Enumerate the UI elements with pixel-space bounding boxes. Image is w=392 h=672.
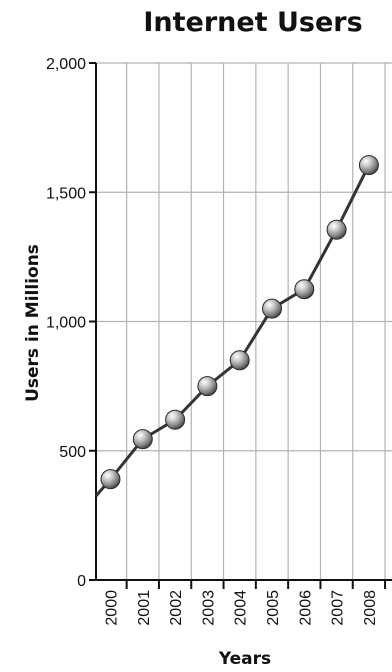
data-point [358, 155, 379, 176]
data-point [229, 350, 250, 371]
grid [96, 62, 392, 580]
data-point [294, 279, 315, 300]
y-tick-label: 1,000 [46, 315, 86, 332]
x-tick-label: 2006 [297, 590, 314, 626]
x-tick-label: 2003 [200, 590, 217, 626]
series-line [94, 164, 371, 497]
x-axis-label: Years [218, 649, 271, 669]
series [94, 155, 379, 497]
y-tick-label: 0 [77, 573, 86, 590]
x-tick-label: 2001 [136, 590, 153, 626]
x-tick-label: 2004 [233, 590, 250, 626]
y-tick-label: 500 [59, 444, 86, 461]
y-axis-label: Users in Millions [23, 244, 43, 402]
data-point [132, 429, 153, 450]
x-tick-label: 2008 [362, 590, 379, 626]
x-tick-label: 2007 [330, 590, 347, 626]
x-tick-label: 2005 [265, 590, 282, 626]
x-tick-label: 2002 [168, 590, 185, 626]
data-point [165, 409, 186, 430]
data-point [326, 219, 347, 240]
chart-title: Internet Users [143, 7, 362, 38]
y-axis-ticks: 0 500 1,000 1,500 2,000 [46, 56, 96, 590]
y-tick-label: 2,000 [46, 56, 86, 73]
x-axis-ticks: 2000 2001 2002 2003 2004 2005 2006 2007 2008 [104, 580, 387, 626]
data-point [197, 376, 218, 397]
data-point [100, 469, 121, 490]
y-tick-label: 1,500 [46, 185, 86, 202]
x-tick-label: 2000 [104, 590, 121, 626]
data-point [262, 298, 282, 319]
